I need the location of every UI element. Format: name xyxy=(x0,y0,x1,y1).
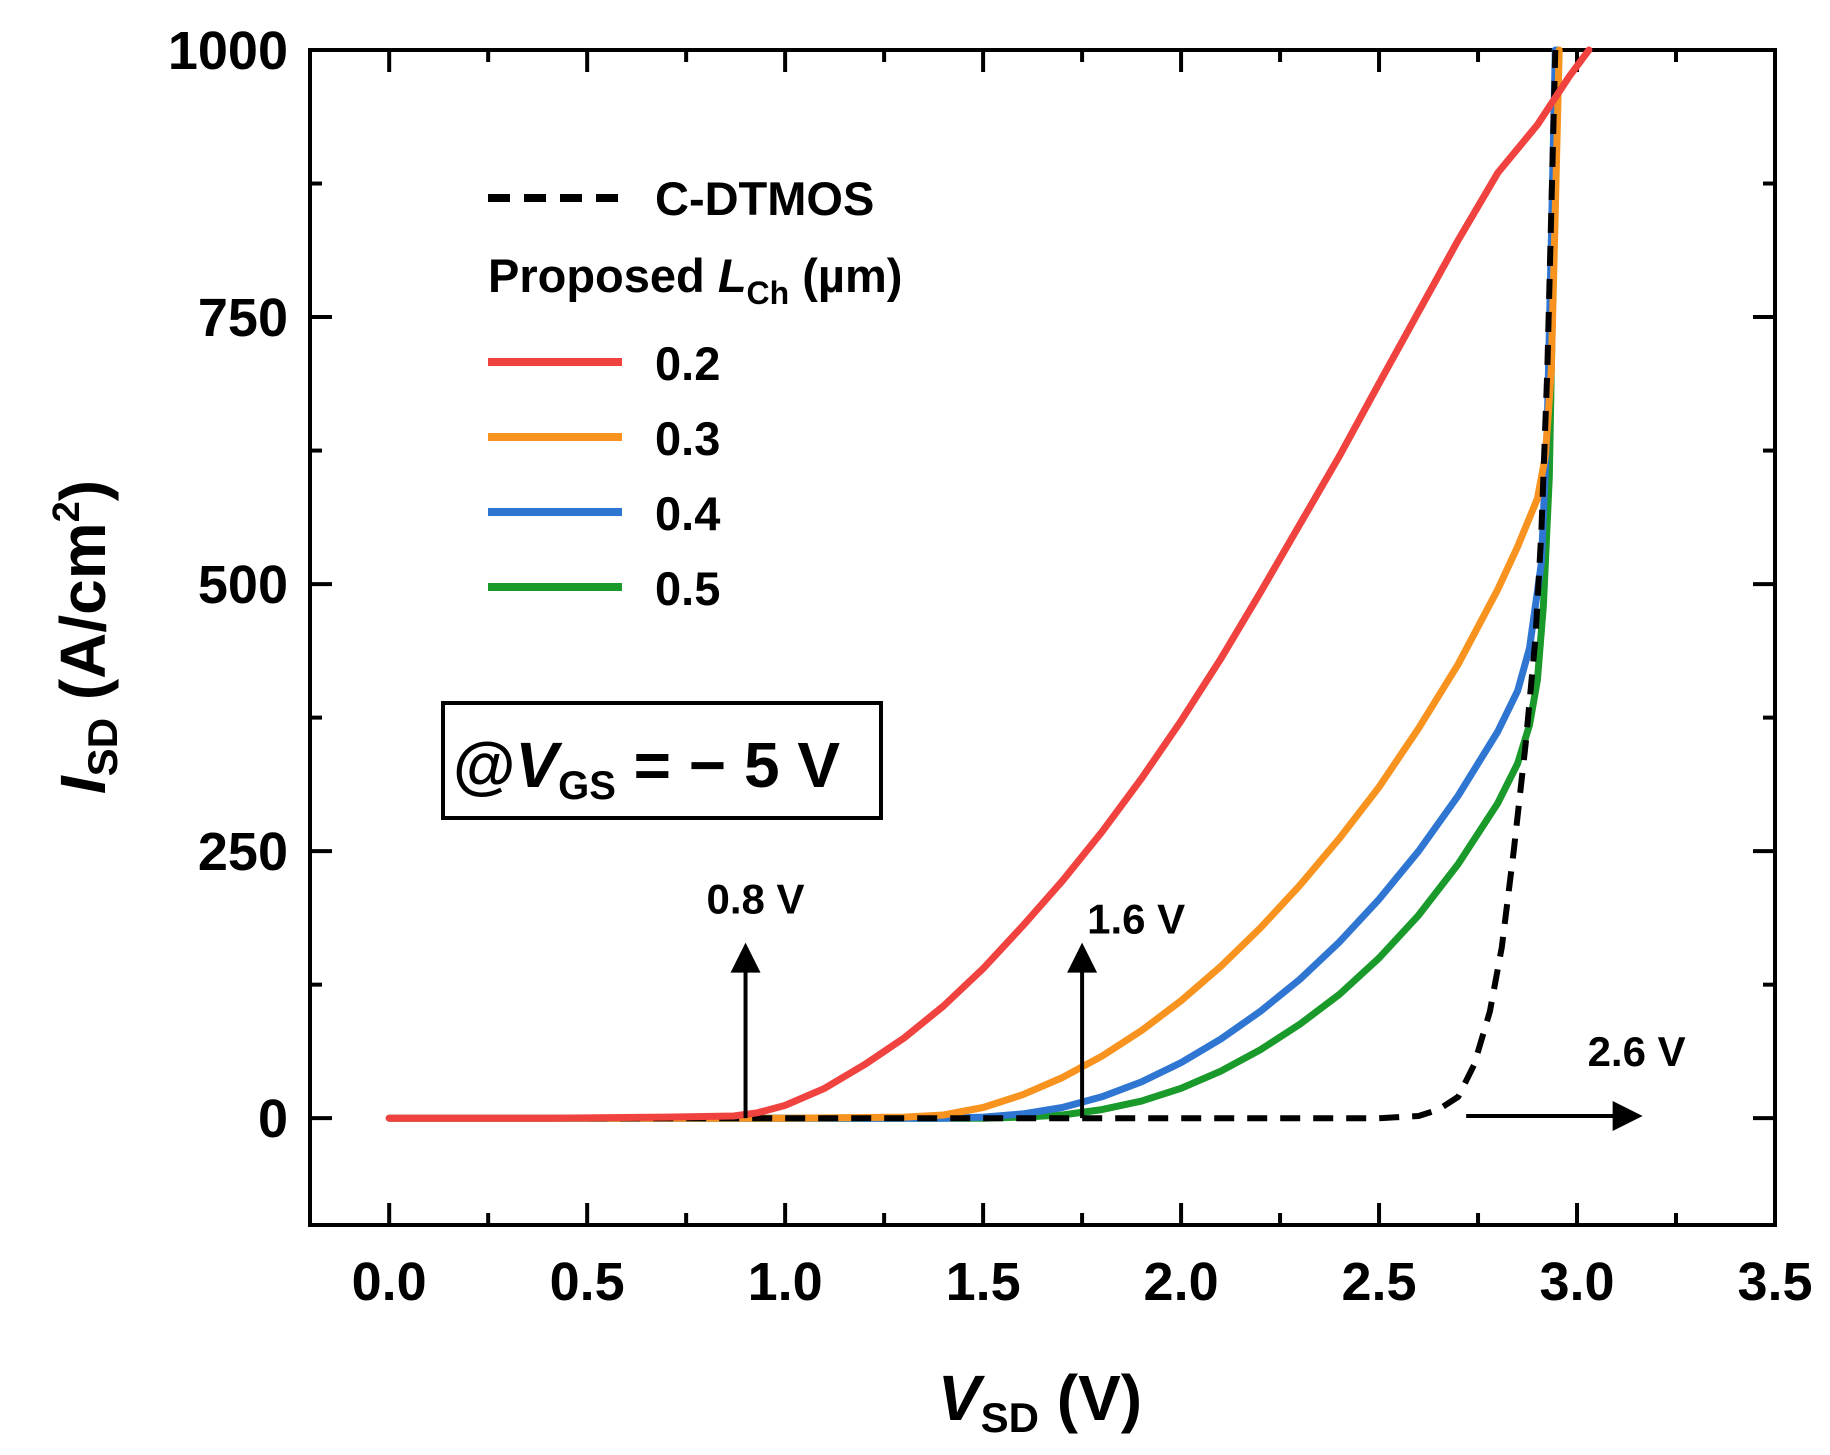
x-axis-title: VSD (V) xyxy=(938,1362,1142,1441)
annotations: 0.8 V 1.6 V 2.6 V xyxy=(707,876,1686,1132)
x-tick-label: 0.5 xyxy=(550,1252,625,1312)
condition-box xyxy=(441,701,883,820)
condition-text: @VGS = − 5 V xyxy=(453,729,840,808)
x-tick-label: 1.0 xyxy=(748,1252,823,1312)
x-axis-title-unit: (V) xyxy=(1039,1362,1142,1434)
legend: C-DTMOS Proposed LCh (µm) 0.2 0.3 0.4 0.… xyxy=(488,172,902,615)
x-axis-title-sub: SD xyxy=(981,1394,1039,1441)
y-tick-label: 750 xyxy=(198,288,288,348)
series-line-0-3 xyxy=(385,46,1563,1122)
y-tick-label: 250 xyxy=(198,822,288,882)
annotation-label: 1.6 V xyxy=(1087,896,1185,943)
axis-ticks: 0.0 0.5 1.0 1.5 2.0 2.5 3.0 3.5 0 250 500 750 1000 xyxy=(168,21,1813,1312)
condition-italic: V xyxy=(515,729,563,801)
x-tick-label: 2.5 xyxy=(1342,1252,1417,1312)
legend-label-0-4: 0.4 xyxy=(655,487,720,540)
legend-label-0-3: 0.3 xyxy=(655,412,720,465)
y-axis-title-unit: (A/cm xyxy=(47,522,119,718)
y-tick-label: 1000 xyxy=(168,21,288,81)
series-line-c-dtmos xyxy=(389,49,1559,1122)
y-axis-title-close: ) xyxy=(47,480,119,501)
legend-header-suffix: (µm) xyxy=(789,249,902,302)
annotation-arrowhead xyxy=(730,942,761,973)
y-tick-label: 500 xyxy=(198,555,288,615)
annotation-arrowhead xyxy=(1612,1101,1643,1132)
annotation-label: 2.6 V xyxy=(1588,1028,1686,1075)
legend-header-italic: L xyxy=(718,249,747,302)
series-line-0-4 xyxy=(385,46,1559,1122)
x-tick-label: 3.0 xyxy=(1539,1252,1614,1312)
legend-header-prefix: Proposed xyxy=(488,249,718,302)
y-axis-title-sup: 2 xyxy=(46,501,88,522)
x-axis-title-main: V xyxy=(938,1362,986,1434)
condition-prefix: @ xyxy=(453,729,515,801)
condition-sub: GS xyxy=(558,764,616,808)
x-tick-label: 3.5 xyxy=(1737,1252,1812,1312)
plot-frame xyxy=(308,48,1777,1227)
legend-label-0-5: 0.5 xyxy=(655,562,720,615)
y-axis-title-sub: SD xyxy=(79,718,126,776)
legend-header-sub: Ch xyxy=(747,275,790,311)
annotation-label: 0.8 V xyxy=(707,876,805,923)
x-tick-label: 2.0 xyxy=(1144,1252,1219,1312)
x-tick-label: 0.0 xyxy=(352,1252,427,1312)
y-tick-label: 0 xyxy=(258,1089,288,1149)
series-line-0-2 xyxy=(385,46,1593,1122)
x-tick-label: 1.5 xyxy=(946,1252,1021,1312)
annotation-arrowhead xyxy=(1067,942,1098,973)
condition-suffix: = − 5 V xyxy=(616,729,840,801)
legend-header: Proposed LCh (µm) xyxy=(488,249,902,311)
legend-label-0-2: 0.2 xyxy=(655,337,720,390)
series-layer xyxy=(385,46,1593,1122)
y-axis-title: ISD (A/cm2) xyxy=(46,480,126,794)
legend-label-c-dtmos: C-DTMOS xyxy=(655,172,874,225)
y-axis-title-main: I xyxy=(47,775,119,794)
